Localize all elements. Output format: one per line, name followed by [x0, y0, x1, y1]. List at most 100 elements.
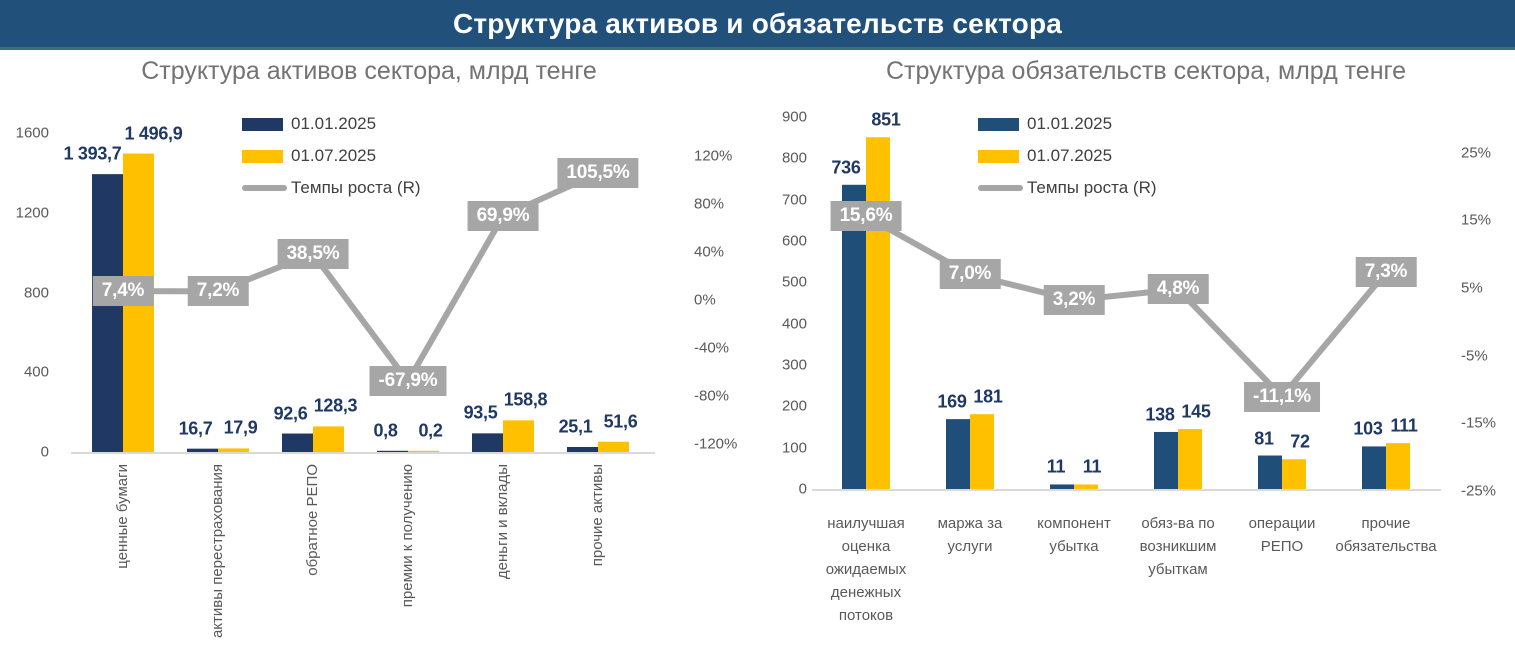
bar-01.07.2025-cat5: [598, 441, 629, 452]
bar-value-label: 81: [1254, 428, 1274, 449]
bar-value-label: 72: [1290, 431, 1310, 452]
bar-value-label: 11: [1082, 456, 1102, 477]
growth-rate-label: 7,2%: [187, 276, 249, 307]
value-axis-tick: 800: [781, 149, 807, 167]
page-header: Структура активов и обязательств сектора: [0, 0, 1515, 50]
percent-axis-tick: 120%: [694, 147, 733, 165]
category-label: прочие активы: [589, 464, 606, 567]
percent-axis-tick: 80%: [694, 195, 725, 213]
bar-01.07.2025-cat4: [503, 420, 534, 452]
assets-chart-legend: 01.01.2025 01.07.2025 Темпы роста (R): [242, 108, 421, 204]
percent-axis-tick: 15%: [1461, 211, 1492, 229]
bar-value-label: 17,9: [223, 417, 258, 438]
bar-01.01.2025-cat0: [842, 184, 866, 489]
legend-swatch-yellow: [242, 149, 283, 163]
bar-value-label: 111: [1390, 415, 1418, 436]
growth-rate-label: 7,0%: [939, 259, 1001, 290]
bar-01.01.2025-cat2: [1050, 484, 1074, 489]
bar-01.07.2025-cat4: [1282, 459, 1306, 489]
category-label: премии к получению: [399, 464, 416, 608]
category-label: прочие обязательства: [1335, 515, 1437, 555]
bar-value-label: 1 496,9: [124, 123, 183, 144]
growth-rate-label: 38,5%: [277, 238, 349, 269]
bar-value-label: 851: [871, 109, 901, 130]
legend-swatch-yellow: [978, 149, 1019, 163]
value-axis-tick: 800: [23, 284, 49, 301]
legend-item-jul: 01.07.2025: [978, 140, 1157, 172]
bar-01.01.2025-cat5: [1362, 446, 1386, 489]
growth-rate-label: 7,3%: [1355, 257, 1417, 288]
bar-value-label: 1 393,7: [63, 143, 122, 164]
value-axis-tick: 100: [781, 439, 807, 457]
bar-value-label: 128,3: [313, 395, 358, 416]
legend-item-jan: 01.01.2025: [242, 108, 421, 140]
category-label: ценные бумаги: [114, 464, 131, 569]
bar-value-label: 11: [1046, 456, 1066, 477]
percent-axis-tick: 25%: [1461, 144, 1492, 162]
legend-label-jul: 01.07.2025: [1027, 146, 1113, 165]
category-label: активы перестрахования: [209, 464, 226, 639]
bar-01.01.2025-cat1: [187, 448, 218, 452]
bar-value-label: 0,8: [373, 420, 398, 441]
legend-growth-line-icon: [242, 185, 287, 191]
percent-axis-tick: -5%: [1461, 347, 1488, 364]
bar-value-label: 169: [937, 391, 967, 412]
bar-01.01.2025-cat5: [567, 446, 598, 452]
legend-label-jan: 01.01.2025: [1027, 114, 1113, 133]
value-axis-tick: 900: [781, 108, 807, 126]
growth-rate-label: 4,8%: [1147, 274, 1209, 305]
legend-item-jul: 01.07.2025: [242, 140, 421, 172]
bar-value-label: 138: [1145, 404, 1175, 425]
category-label: деньги и вклады: [494, 464, 511, 580]
value-axis-tick: 400: [23, 363, 49, 381]
category-label: компонент убытка: [1037, 515, 1111, 555]
bar-01.01.2025-cat3: [1154, 431, 1178, 489]
growth-rate-label: 69,9%: [467, 201, 539, 232]
category-label: наилучшая оценка ожидаемых денежных пото…: [825, 515, 907, 624]
value-axis-tick: 1600: [15, 124, 49, 142]
bar-value-label: 158,8: [503, 389, 548, 410]
bar-01.01.2025-cat0: [92, 174, 123, 453]
category-label: операции РЕПО: [1248, 515, 1316, 555]
legend-item-jan: 01.01.2025: [978, 108, 1157, 140]
legend-label-jan: 01.01.2025: [291, 114, 377, 133]
liabilities-chart-title: Структура обязательств сектора, млрд тен…: [886, 57, 1406, 85]
category-label: маржа за услуги: [937, 515, 1003, 555]
bar-value-label: 51,6: [603, 411, 638, 432]
legend-label-growth: Темпы роста (R): [1027, 178, 1157, 197]
percent-axis-tick: -40%: [694, 339, 730, 357]
percent-axis-tick: 0%: [694, 291, 716, 309]
bar-value-label: 92,6: [273, 403, 308, 424]
bar-01.07.2025-cat3: [1178, 429, 1202, 489]
bar-value-label: 93,5: [463, 402, 498, 423]
page-title: Структура активов и обязательств сектора: [452, 7, 1063, 39]
bar-01.07.2025-cat2: [1074, 484, 1098, 489]
growth-rate-label: 3,2%: [1043, 285, 1105, 316]
legend-swatch-navy: [978, 117, 1019, 131]
legend-swatch-navy: [242, 117, 283, 131]
value-axis-tick: 700: [781, 191, 807, 209]
value-axis-tick: 200: [781, 397, 807, 415]
category-label: обяз-ва по возникшим убыткам: [1139, 515, 1217, 578]
bar-value-label: 25,1: [558, 416, 593, 437]
percent-axis-tick: 5%: [1461, 279, 1483, 297]
growth-rate-label: -11,1%: [1244, 381, 1320, 412]
bar-value-label: 736: [831, 157, 861, 178]
bar-01.07.2025-cat5: [1386, 443, 1410, 489]
bar-01.07.2025-cat1: [218, 448, 249, 452]
bar-01.01.2025-cat2: [282, 433, 313, 452]
value-axis-tick: 600: [781, 232, 807, 250]
bar-01.01.2025-cat4: [1258, 455, 1282, 489]
growth-rate-label: 105,5%: [557, 158, 639, 189]
percent-axis-tick: -120%: [694, 435, 738, 453]
bar-value-label: 145: [1181, 401, 1211, 422]
bar-01.01.2025-cat1: [946, 419, 970, 489]
percent-axis-tick: -25%: [1461, 482, 1497, 500]
bar-value-label: 16,7: [178, 418, 213, 439]
legend-item-growth: Темпы роста (R): [242, 172, 421, 204]
value-axis-tick: 1200: [15, 204, 49, 222]
growth-rate-label: -67,9%: [369, 366, 447, 397]
growth-rate-line: [864, 213, 1389, 402]
